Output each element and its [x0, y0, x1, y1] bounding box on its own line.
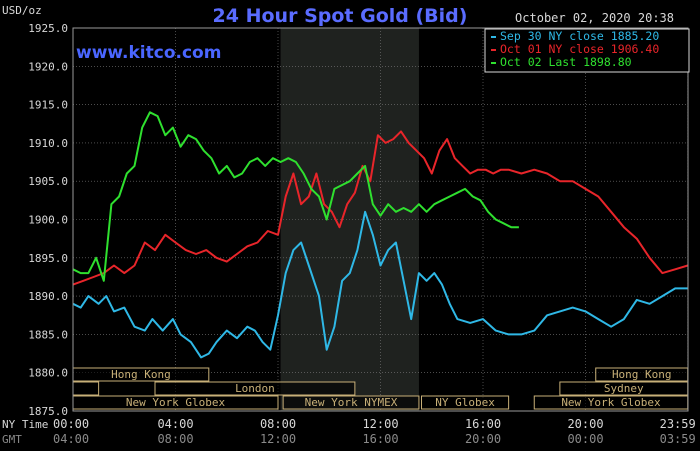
- series-line-oct-02: [72, 111, 519, 282]
- y-tick-label: 1875.0: [28, 405, 68, 418]
- session-box: NY Globex: [421, 395, 510, 410]
- x-tick-label-ny: 00:00: [53, 417, 89, 431]
- x-row-label-ny: NY Time: [2, 418, 48, 431]
- series-line-sep-30: [72, 210, 688, 359]
- y-tick-label: 1890.0: [28, 290, 68, 303]
- x-tick-label-gmt: 16:00: [362, 432, 398, 446]
- session-box: New York Globex: [72, 395, 279, 410]
- session-box: New York NYMEX: [282, 395, 420, 410]
- y-tick-label: 1900.0: [28, 214, 68, 227]
- y-tick-label: 1915.0: [28, 99, 68, 112]
- y-tick-label: 1880.0: [28, 367, 68, 380]
- session-label: London: [235, 382, 275, 395]
- session-label: New York NYMEX: [305, 396, 398, 409]
- y-tick-label: 1910.0: [28, 137, 68, 150]
- session-box-border: [72, 381, 100, 396]
- series-line-oct-01: [72, 130, 688, 286]
- series-lines: [72, 111, 688, 359]
- x-tick-label-gmt: 03:59: [660, 432, 696, 446]
- x-tick-label-gmt: 20:00: [465, 432, 501, 446]
- session-box: Sydney: [559, 381, 689, 396]
- y-tick-label: 1895.0: [28, 252, 68, 265]
- plot-frame: [72, 27, 689, 412]
- session-label: Sydney: [604, 382, 644, 395]
- session-box-border: [421, 395, 510, 410]
- axes: 1925.0 1920.0 1915.0 1910.0 1905.0 1900.0 1895…: [2, 22, 696, 446]
- session-label: New York Globex: [561, 396, 661, 409]
- y-tick-label: 1925.0: [28, 22, 68, 35]
- x-tick-label-ny: 23:59: [660, 417, 696, 431]
- y-tick-label: 1885.0: [28, 328, 68, 341]
- x-tick-label-ny: 16:00: [465, 417, 501, 431]
- chart-title: 24 Hour Spot Gold (Bid): [213, 5, 468, 27]
- session-box: [72, 381, 100, 396]
- x-tick-label-gmt: 12:00: [260, 432, 296, 446]
- legend-swatch: [491, 36, 496, 38]
- brand-watermark: www.kitco.com: [76, 43, 221, 63]
- x-tick-label-ny: 04:00: [157, 417, 193, 431]
- legend-swatch: [491, 49, 496, 51]
- session-box: Hong Kong: [72, 367, 210, 382]
- session-box: New York Globex: [533, 395, 689, 410]
- session-box: London: [154, 381, 356, 396]
- session-box-border: [282, 395, 420, 410]
- x-tick-label-gmt: 04:00: [53, 432, 89, 446]
- session-label: Hong Kong: [111, 368, 171, 381]
- x-tick-label-ny: 12:00: [362, 417, 398, 431]
- legend-entry: Oct 02 Last 1898.80: [500, 55, 632, 69]
- x-tick-label-ny: 08:00: [260, 417, 296, 431]
- x-tick-label-ny: 20:00: [567, 417, 603, 431]
- date-label: October 02, 2020 20:38: [515, 11, 674, 25]
- x-tick-label-gmt: 00:00: [567, 432, 603, 446]
- y-axis-label: USD/oz: [2, 4, 42, 17]
- legend-entry: Oct 01 NY close 1906.40: [500, 42, 659, 56]
- y-tick-label: 1920.0: [28, 60, 68, 73]
- x-row-label-gmt: GMT: [2, 433, 22, 446]
- legend-swatch: [491, 62, 496, 64]
- session-box-border: [154, 381, 356, 396]
- session-label: New York Globex: [126, 396, 226, 409]
- y-tick-label: 1905.0: [28, 175, 68, 188]
- session-box: Hong Kong: [595, 367, 689, 382]
- session-label: Hong Kong: [612, 368, 672, 381]
- x-tick-label-gmt: 08:00: [157, 432, 193, 446]
- legend-entry: Sep 30 NY close 1885.20: [500, 29, 659, 43]
- session-label: NY Globex: [435, 396, 495, 409]
- legend-box: [484, 28, 690, 73]
